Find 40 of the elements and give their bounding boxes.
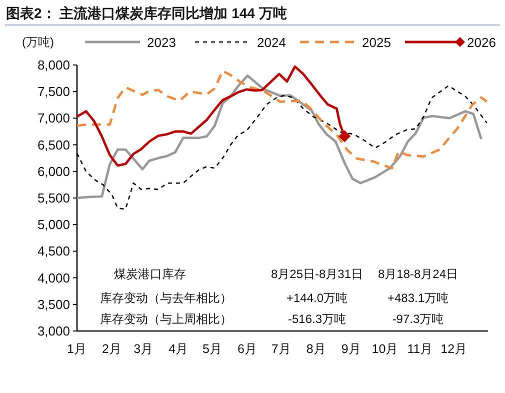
- x-tick-label: 8月: [306, 342, 326, 356]
- y-tick-label: 6,000: [37, 164, 70, 179]
- annotation: 8月25日-8月31日: [270, 267, 364, 281]
- x-tick-label: 5月: [202, 342, 222, 356]
- y-tick-label: 7,000: [37, 110, 70, 126]
- y-tick-label: 3,000: [37, 324, 70, 338]
- y-tick-label: 5,000: [37, 217, 70, 232]
- x-tick-label: 9月: [341, 342, 362, 356]
- legend-label: 2025: [362, 35, 391, 50]
- x-tick-label: 1月: [67, 342, 87, 356]
- annotation: 库存变动（与去年相比）: [100, 291, 232, 305]
- x-tick-label: 11月: [407, 342, 434, 356]
- x-tick-label: 6月: [238, 342, 258, 356]
- x-tick-label: 7月: [271, 342, 292, 356]
- y-tick-label: 4,000: [37, 270, 70, 286]
- y-tick-label: 4,500: [37, 244, 70, 259]
- x-tick-label: 3月: [134, 342, 154, 356]
- annotation: 8月18-8月24日: [378, 267, 458, 281]
- y-tick-label: 6,500: [37, 137, 70, 152]
- annotation: 库存变动（与上周相比）: [100, 312, 232, 326]
- line-series: [76, 74, 482, 200]
- x-tick-label: 12月: [440, 342, 468, 356]
- line-series: [76, 70, 488, 170]
- legend-label: 2026: [467, 35, 496, 50]
- annotation: -97.3万吨: [392, 312, 444, 326]
- y-tick-label: 5,500: [37, 190, 70, 206]
- y-axis-title: (万吨): [22, 35, 54, 49]
- y-tick-label: 8,000: [37, 58, 70, 72]
- x-tick-label: 4月: [168, 342, 189, 356]
- chart-title: 图表2： 主流港口煤炭库存同比增加 144 万吨: [6, 5, 287, 21]
- legend-label: 2023: [147, 35, 176, 50]
- x-tick-label: 10月: [372, 342, 399, 356]
- annotation: +483.1万吨: [387, 291, 449, 305]
- annotation: 煤炭港口库存: [114, 267, 186, 281]
- y-tick-label: 3,500: [37, 296, 70, 312]
- annotation: +144.0万吨: [286, 291, 348, 305]
- legend-label: 2024: [257, 35, 286, 50]
- annotation: -516.3万吨: [288, 312, 346, 326]
- y-tick-label: 7,500: [37, 84, 70, 100]
- x-tick-label: 2月: [102, 342, 122, 356]
